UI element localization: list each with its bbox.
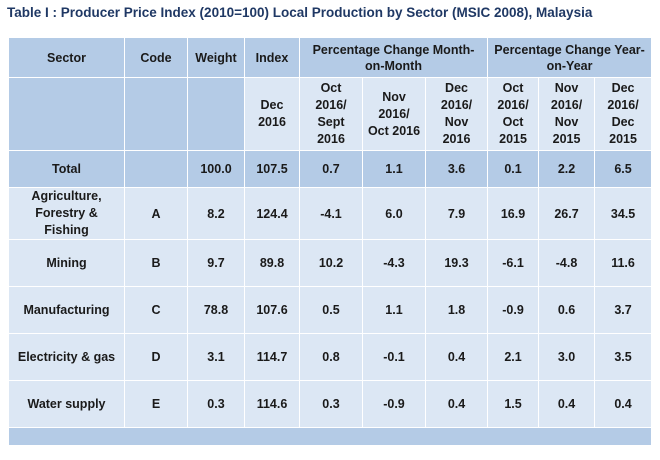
weight-cell: 8.2 xyxy=(187,187,245,240)
subheader-blank xyxy=(124,77,188,151)
header-code: Code xyxy=(124,37,188,78)
sector-cell: Water supply xyxy=(8,380,125,428)
weight-cell: 0.3 xyxy=(187,380,245,428)
subheader-blank xyxy=(187,77,245,151)
mom-cell: -0.1 xyxy=(362,333,426,381)
mom-cell: 0.3 xyxy=(299,380,363,428)
mom-cell: -4.1 xyxy=(299,187,363,240)
total-row: Total 100.0 107.5 0.7 1.1 3.6 0.1 2.2 6.… xyxy=(8,150,653,188)
mom-cell: 0.7 xyxy=(299,150,363,188)
yoy-cell: 26.7 xyxy=(538,187,596,240)
mom-cell: 10.2 xyxy=(299,239,363,287)
yoy-cell: 2.1 xyxy=(487,333,540,381)
subheader-mom-3: Dec 2016/ Nov 2016 xyxy=(424,77,489,151)
yoy-cell: 11.6 xyxy=(594,239,653,287)
subheader-yoy-3: Dec 2016/ Dec 2015 xyxy=(594,77,653,151)
mom-cell: -0.9 xyxy=(362,380,426,428)
code-cell: B xyxy=(124,239,188,287)
yoy-cell: 3.7 xyxy=(594,286,653,334)
mom-cell: 1.1 xyxy=(362,286,426,334)
code-cell: C xyxy=(124,286,188,334)
mom-cell: 0.8 xyxy=(299,333,363,381)
mom-cell: 3.6 xyxy=(424,150,489,188)
index-cell: 107.5 xyxy=(244,150,300,188)
mom-cell: 1.8 xyxy=(424,286,489,334)
table-row: Water supply E 0.3 114.6 0.3 -0.9 0.4 1.… xyxy=(8,380,653,428)
sector-cell: Manufacturing xyxy=(8,286,125,334)
subheader-mom-2: Nov 2016/ Oct 2016 xyxy=(362,77,426,151)
subheader-yoy-2: Nov 2016/ Nov 2015 xyxy=(538,77,596,151)
yoy-cell: -4.8 xyxy=(538,239,596,287)
table-row: Agriculture, Forestry & Fishing A 8.2 12… xyxy=(8,187,653,240)
subheader-blank xyxy=(8,77,125,151)
code-cell: D xyxy=(124,333,188,381)
footer-cell xyxy=(7,427,653,446)
index-cell: 124.4 xyxy=(244,187,300,240)
index-cell: 89.8 xyxy=(244,239,300,287)
yoy-cell: 0.4 xyxy=(538,380,596,428)
table-row: Electricity & gas D 3.1 114.7 0.8 -0.1 0… xyxy=(8,333,653,381)
table-title: Table I : Producer Price Index (2010=100… xyxy=(7,5,593,20)
subheader-index-period: Dec 2016 xyxy=(244,77,300,151)
code-cell: A xyxy=(124,187,188,240)
yoy-cell: -0.9 xyxy=(487,286,540,334)
yoy-cell: 0.6 xyxy=(538,286,596,334)
weight-cell: 78.8 xyxy=(187,286,245,334)
header-sector: Sector xyxy=(8,37,125,78)
sector-cell: Total xyxy=(8,150,125,188)
mom-cell: 6.0 xyxy=(362,187,426,240)
yoy-cell: 2.2 xyxy=(538,150,596,188)
mom-cell: 0.4 xyxy=(424,380,489,428)
mom-cell: 19.3 xyxy=(424,239,489,287)
yoy-cell: 0.4 xyxy=(594,380,653,428)
table-row: Manufacturing C 78.8 107.6 0.5 1.1 1.8 -… xyxy=(8,286,653,334)
weight-cell: 100.0 xyxy=(187,150,245,188)
table-row: Mining B 9.7 89.8 10.2 -4.3 19.3 -6.1 -4… xyxy=(8,239,653,287)
sector-cell: Electricity & gas xyxy=(8,333,125,381)
subheader-mom-1: Oct 2016/ Sept 2016 xyxy=(299,77,363,151)
table-footer-band xyxy=(7,427,653,446)
mom-cell: 1.1 xyxy=(362,150,426,188)
yoy-cell: -6.1 xyxy=(487,239,540,287)
yoy-cell: 0.1 xyxy=(487,150,540,188)
mom-cell: 0.5 xyxy=(299,286,363,334)
code-cell: E xyxy=(124,380,188,428)
header-weight: Weight xyxy=(187,37,245,78)
header-index: Index xyxy=(244,37,300,78)
index-cell: 114.7 xyxy=(244,333,300,381)
yoy-cell: 3.0 xyxy=(538,333,596,381)
index-cell: 107.6 xyxy=(244,286,300,334)
yoy-cell: 6.5 xyxy=(594,150,653,188)
ppi-table: Sector Code Weight Index Percentage Chan… xyxy=(7,37,653,446)
subheader-yoy-1: Oct 2016/ Oct 2015 xyxy=(487,77,540,151)
mom-cell: 7.9 xyxy=(424,187,489,240)
yoy-cell: 1.5 xyxy=(487,380,540,428)
yoy-cell: 16.9 xyxy=(487,187,540,240)
code-cell xyxy=(124,150,188,188)
mom-cell: 0.4 xyxy=(424,333,489,381)
sector-cell: Mining xyxy=(8,239,125,287)
mom-cell: -4.3 xyxy=(362,239,426,287)
weight-cell: 3.1 xyxy=(187,333,245,381)
sector-cell: Agriculture, Forestry & Fishing xyxy=(8,187,125,240)
yoy-cell: 34.5 xyxy=(594,187,653,240)
weight-cell: 9.7 xyxy=(187,239,245,287)
yoy-cell: 3.5 xyxy=(594,333,653,381)
header-mom: Percentage Change Month-on-Month xyxy=(298,37,489,78)
header-yoy: Percentage Change Year-on-Year xyxy=(487,37,653,78)
index-cell: 114.6 xyxy=(244,380,300,428)
